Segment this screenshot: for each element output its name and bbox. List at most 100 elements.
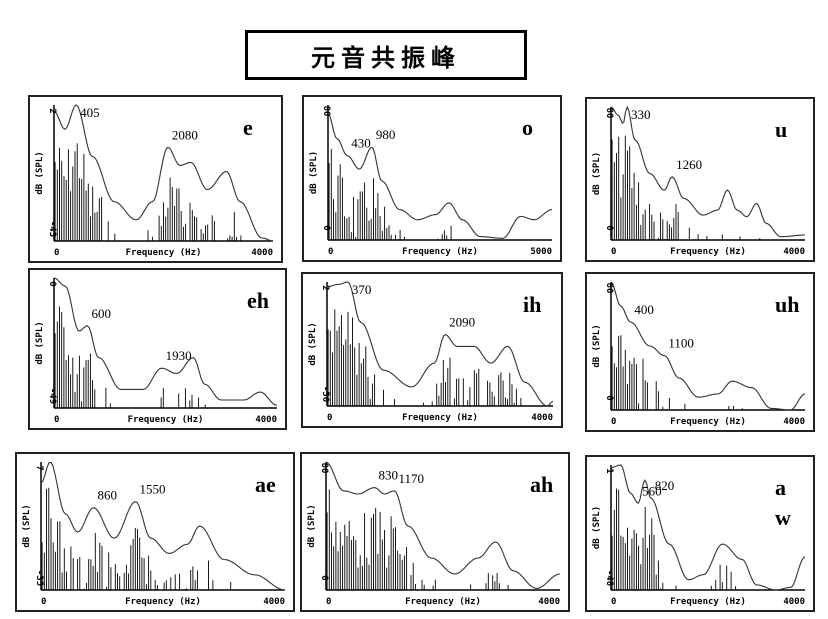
y-tick-label: 2 <box>320 285 330 290</box>
harmonic-spectrum <box>327 309 522 406</box>
x-tick-label: 4000 <box>783 597 805 607</box>
vowel-label: ih <box>523 292 541 317</box>
y-tick-label: 0 <box>604 225 614 230</box>
x-axis-label: Frequency (Hz) <box>402 413 478 423</box>
figure-title: 元音共振峰 <box>245 30 527 80</box>
x-tick-label: 4000 <box>255 415 277 425</box>
spectrum-panel-u: 0 4000 Frequency (Hz) 80 0 dB (SPL) 330 1260 u <box>585 97 815 262</box>
x-tick-label: 0 <box>326 597 331 607</box>
y-axis-label: dB (SPL) <box>307 504 317 547</box>
vowel-label: w <box>775 505 791 530</box>
y-tick-label: 7 <box>34 465 44 470</box>
y-tick-label: 80 <box>604 283 614 294</box>
x-tick-label: 5000 <box>530 247 552 257</box>
vowel-label: ah <box>530 472 553 497</box>
formant-label: 980 <box>376 127 396 142</box>
x-tick-label: 4000 <box>263 597 285 607</box>
harmonic-spectrum <box>611 488 737 590</box>
y-tick-label: 80 <box>604 108 614 119</box>
x-tick-label: 0 <box>41 597 46 607</box>
x-tick-label: 0 <box>327 413 332 423</box>
x-axis-label: Frequency (Hz) <box>128 415 204 425</box>
y-axis-label: dB (SPL) <box>592 324 602 367</box>
y-tick-label: 0 <box>319 575 329 580</box>
harmonic-spectrum <box>611 335 743 410</box>
vowel-label: a <box>775 475 786 500</box>
y-axis-label: dB (SPL) <box>309 151 319 194</box>
x-tick-label: 0 <box>611 247 616 257</box>
x-axis-label: Frequency (Hz) <box>670 597 746 607</box>
y-tick-label: 0 <box>604 395 614 400</box>
spectrum-chart: 0 4000 Frequency (Hz) 80 0 dB (SPL) 330 1260 u <box>592 105 805 257</box>
x-tick-label: 0 <box>54 248 59 258</box>
y-tick-label: -35 <box>34 570 44 586</box>
x-axis-label: Frequency (Hz) <box>125 597 201 607</box>
formant-label: 2080 <box>172 127 198 142</box>
formant-label: 820 <box>655 478 675 493</box>
x-tick-label: 0 <box>328 247 333 257</box>
spectrum-panel-o: 0 5000 Frequency (Hz) 80 0 dB (SPL) 430 980 o <box>302 95 562 262</box>
spectral-envelope-line <box>326 281 554 407</box>
y-axis-label: dB (SPL) <box>35 321 45 364</box>
x-tick-label: 0 <box>611 597 616 607</box>
x-tick-label: 0 <box>611 417 616 427</box>
y-tick-label: 1 <box>604 468 614 473</box>
spectrum-panel-aw: 0 4000 Frequency (Hz) 1 -48 dB (SPL) 560 820 a w <box>585 455 815 612</box>
formant-label: 1550 <box>140 482 166 497</box>
spectrum-chart: 0 4000 Frequency (Hz) 2 -50 dB (SPL) 370 2090 ih <box>308 281 554 423</box>
x-axis-label: Frequency (Hz) <box>402 247 478 257</box>
vowel-label: o <box>522 115 533 140</box>
y-tick-label: -49 <box>47 388 57 404</box>
x-tick-label: 4000 <box>251 248 273 258</box>
formant-label: 370 <box>352 282 372 297</box>
harmonic-spectrum <box>41 487 232 590</box>
y-tick-label: -48 <box>604 570 614 586</box>
spectral-envelope-line <box>53 277 278 406</box>
spectrum-panel-ih: 0 4000 Frequency (Hz) 2 -50 dB (SPL) 370 2090 ih <box>301 272 563 428</box>
vowel-label: e <box>243 115 253 140</box>
spectrum-chart: 0 5000 Frequency (Hz) 80 0 dB (SPL) 430 980 o <box>309 105 553 257</box>
spectrum-panel-ae: 0 4000 Frequency (Hz) 7 -35 dB (SPL) 860 1550 ae <box>15 452 295 612</box>
x-tick-label: 4000 <box>531 413 553 423</box>
harmonic-spectrum <box>326 489 509 590</box>
harmonic-spectrum <box>328 149 452 240</box>
y-tick-label: 80 <box>321 106 331 117</box>
spectral-envelope-line <box>610 105 805 238</box>
spectral-envelope-line <box>610 281 806 411</box>
spectral-envelope-line <box>325 461 561 589</box>
x-tick-label: 0 <box>54 415 59 425</box>
y-axis-label: dB (SPL) <box>22 504 32 547</box>
x-axis-label: Frequency (Hz) <box>126 248 202 258</box>
formant-label: 430 <box>351 136 371 151</box>
formant-label: 560 <box>642 483 662 498</box>
formant-label: 1930 <box>166 348 192 363</box>
formant-label: 400 <box>634 302 654 317</box>
harmonic-spectrum <box>54 143 242 241</box>
spectrum-chart: 0 4000 Frequency (Hz) 2 -43 dB (SPL) 405 2080 e <box>35 104 274 258</box>
x-tick-label: 4000 <box>783 417 805 427</box>
spectrum-chart: 0 4000 Frequency (Hz) 80 0 dB (SPL) 830 1170 ah <box>307 461 561 607</box>
x-axis-label: Frequency (Hz) <box>670 247 746 257</box>
spectrum-panel-eh: 0 4000 Frequency (Hz) 0 -49 dB (SPL) 600 1930 eh <box>28 268 287 430</box>
spectrum-panel-uh: 0 4000 Frequency (Hz) 80 0 dB (SPL) 400 1100 uh <box>585 272 815 432</box>
formant-label: 1100 <box>668 336 694 351</box>
formant-label: 405 <box>80 105 100 120</box>
spectral-envelope-line <box>610 464 806 591</box>
formant-label: 600 <box>91 306 111 321</box>
spectral-envelope-line <box>40 462 286 591</box>
vowel-label: u <box>775 117 787 142</box>
y-tick-label: 80 <box>319 463 329 474</box>
y-axis-label: dB (SPL) <box>308 322 318 365</box>
formant-label: 1170 <box>398 471 424 486</box>
x-tick-label: 4000 <box>538 597 560 607</box>
spectral-envelope-line <box>53 104 274 242</box>
x-axis-label: Frequency (Hz) <box>670 417 746 427</box>
x-tick-label: 4000 <box>783 247 805 257</box>
y-axis-label: dB (SPL) <box>35 151 45 194</box>
spectrum-panel-ah: 0 4000 Frequency (Hz) 80 0 dB (SPL) 830 1170 ah <box>300 452 570 612</box>
spectrum-panel-e: 0 4000 Frequency (Hz) 2 -43 dB (SPL) 405 2080 e <box>28 95 283 263</box>
x-axis-label: Frequency (Hz) <box>405 597 481 607</box>
spectrum-chart: 0 4000 Frequency (Hz) 7 -35 dB (SPL) 860 1550 ae <box>22 462 286 607</box>
formant-label: 1260 <box>676 157 702 172</box>
